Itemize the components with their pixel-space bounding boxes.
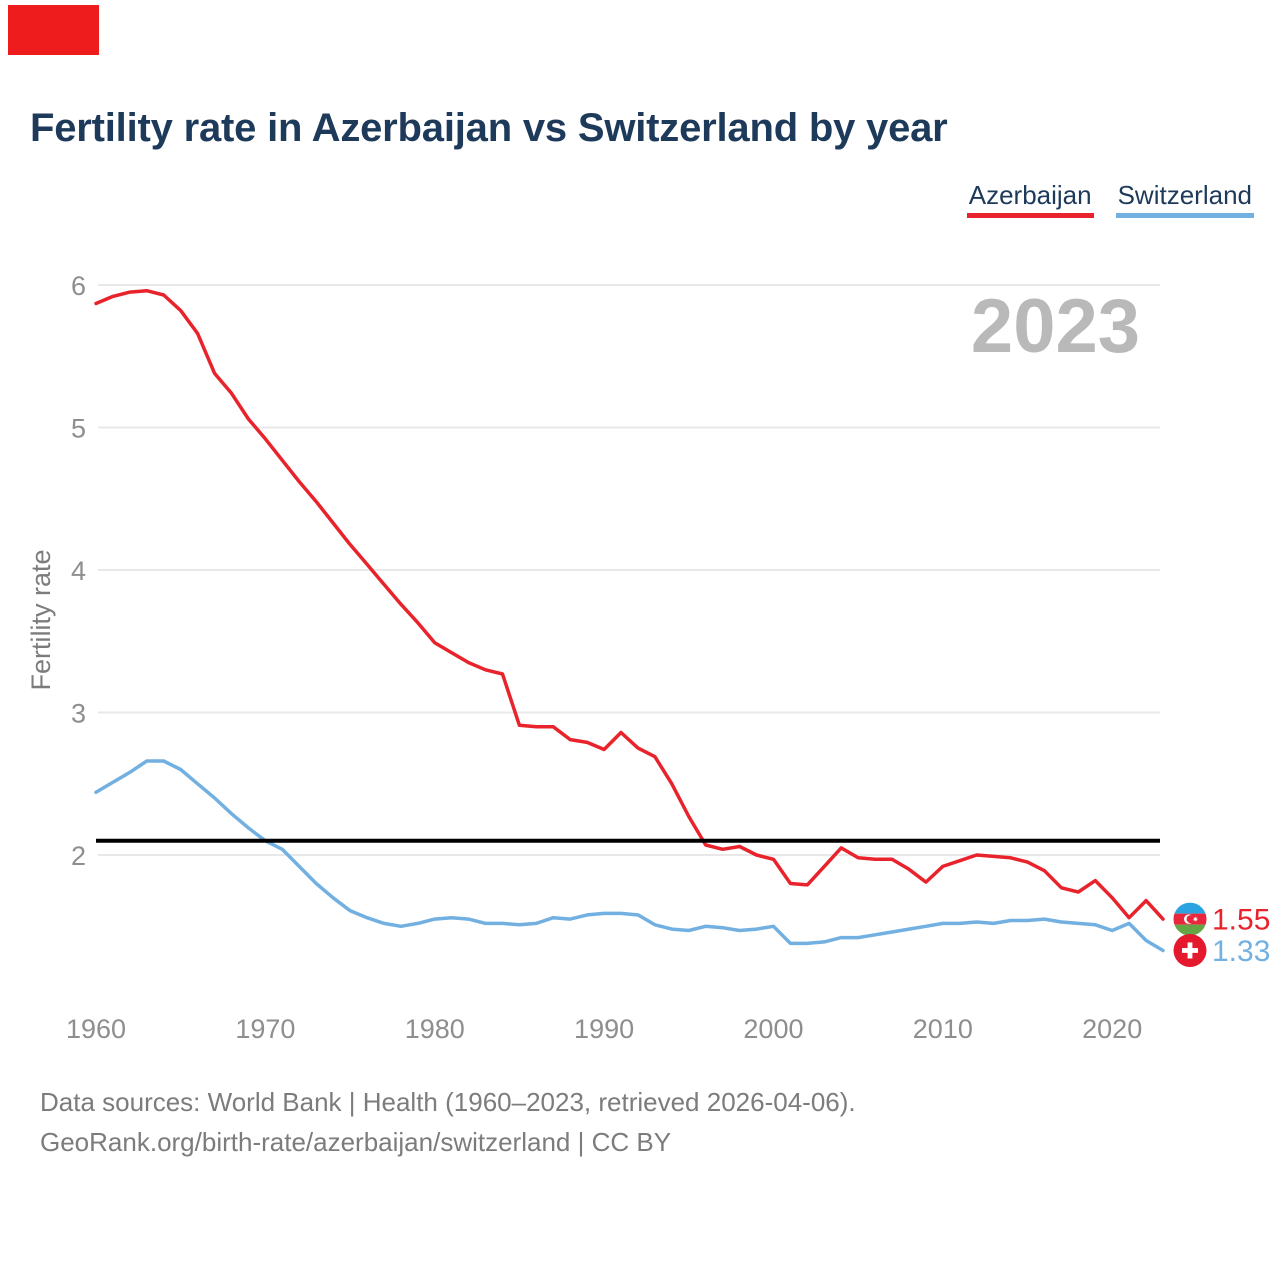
y-tick-2: 2 bbox=[71, 841, 86, 871]
switzerland-flag-icon bbox=[1173, 933, 1207, 967]
x-tick-1980: 1980 bbox=[405, 1014, 465, 1044]
page-title: Fertility rate in Azerbaijan vs Switzerl… bbox=[30, 106, 948, 150]
x-tick-2000: 2000 bbox=[743, 1014, 803, 1044]
y-tick-3: 3 bbox=[71, 699, 86, 729]
legend-label-switzerland: Switzerland bbox=[1117, 180, 1252, 210]
fertility-chart: 2023 2 3 4 5 6 Fertility rate 1960 1970 1980 1990 2… bbox=[26, 271, 1270, 1044]
y-tick-6: 6 bbox=[71, 271, 86, 301]
azerbaijan-line[interactable] bbox=[94, 288, 1165, 921]
switzerland-line[interactable] bbox=[94, 759, 1165, 953]
y-tick-4: 4 bbox=[71, 556, 86, 586]
footer-source-line: Data sources: World Bank | Health (1960–… bbox=[40, 1087, 856, 1117]
y-tick-5: 5 bbox=[71, 414, 86, 444]
x-tick-2020: 2020 bbox=[1082, 1014, 1142, 1044]
legend-underline-azerbaijan bbox=[966, 213, 1094, 218]
legend-item-switzerland[interactable]: Switzerland bbox=[1115, 180, 1254, 218]
azerbaijan-end-value: 1.55 bbox=[1212, 904, 1270, 937]
x-tick-2010: 2010 bbox=[913, 1014, 973, 1044]
legend: Azerbaijan Switzerland bbox=[966, 180, 1254, 218]
legend-item-azerbaijan[interactable]: Azerbaijan bbox=[966, 180, 1094, 218]
corner-marker bbox=[8, 5, 99, 55]
legend-label-azerbaijan: Azerbaijan bbox=[968, 180, 1092, 210]
y-axis-title: Fertility rate bbox=[26, 549, 56, 690]
x-tick-1990: 1990 bbox=[574, 1014, 634, 1044]
x-tick-1970: 1970 bbox=[235, 1014, 295, 1044]
azerbaijan-flag-icon bbox=[1173, 902, 1207, 936]
legend-underline-switzerland bbox=[1115, 213, 1254, 218]
footer: Data sources: World Bank | Health (1960–… bbox=[40, 1082, 856, 1162]
footer-attribution-line: GeoRank.org/birth-rate/azerbaijan/switze… bbox=[40, 1127, 672, 1157]
switzerland-end-value: 1.33 bbox=[1212, 935, 1270, 968]
watermark-year: 2023 bbox=[971, 284, 1140, 369]
x-tick-1960: 1960 bbox=[66, 1014, 126, 1044]
